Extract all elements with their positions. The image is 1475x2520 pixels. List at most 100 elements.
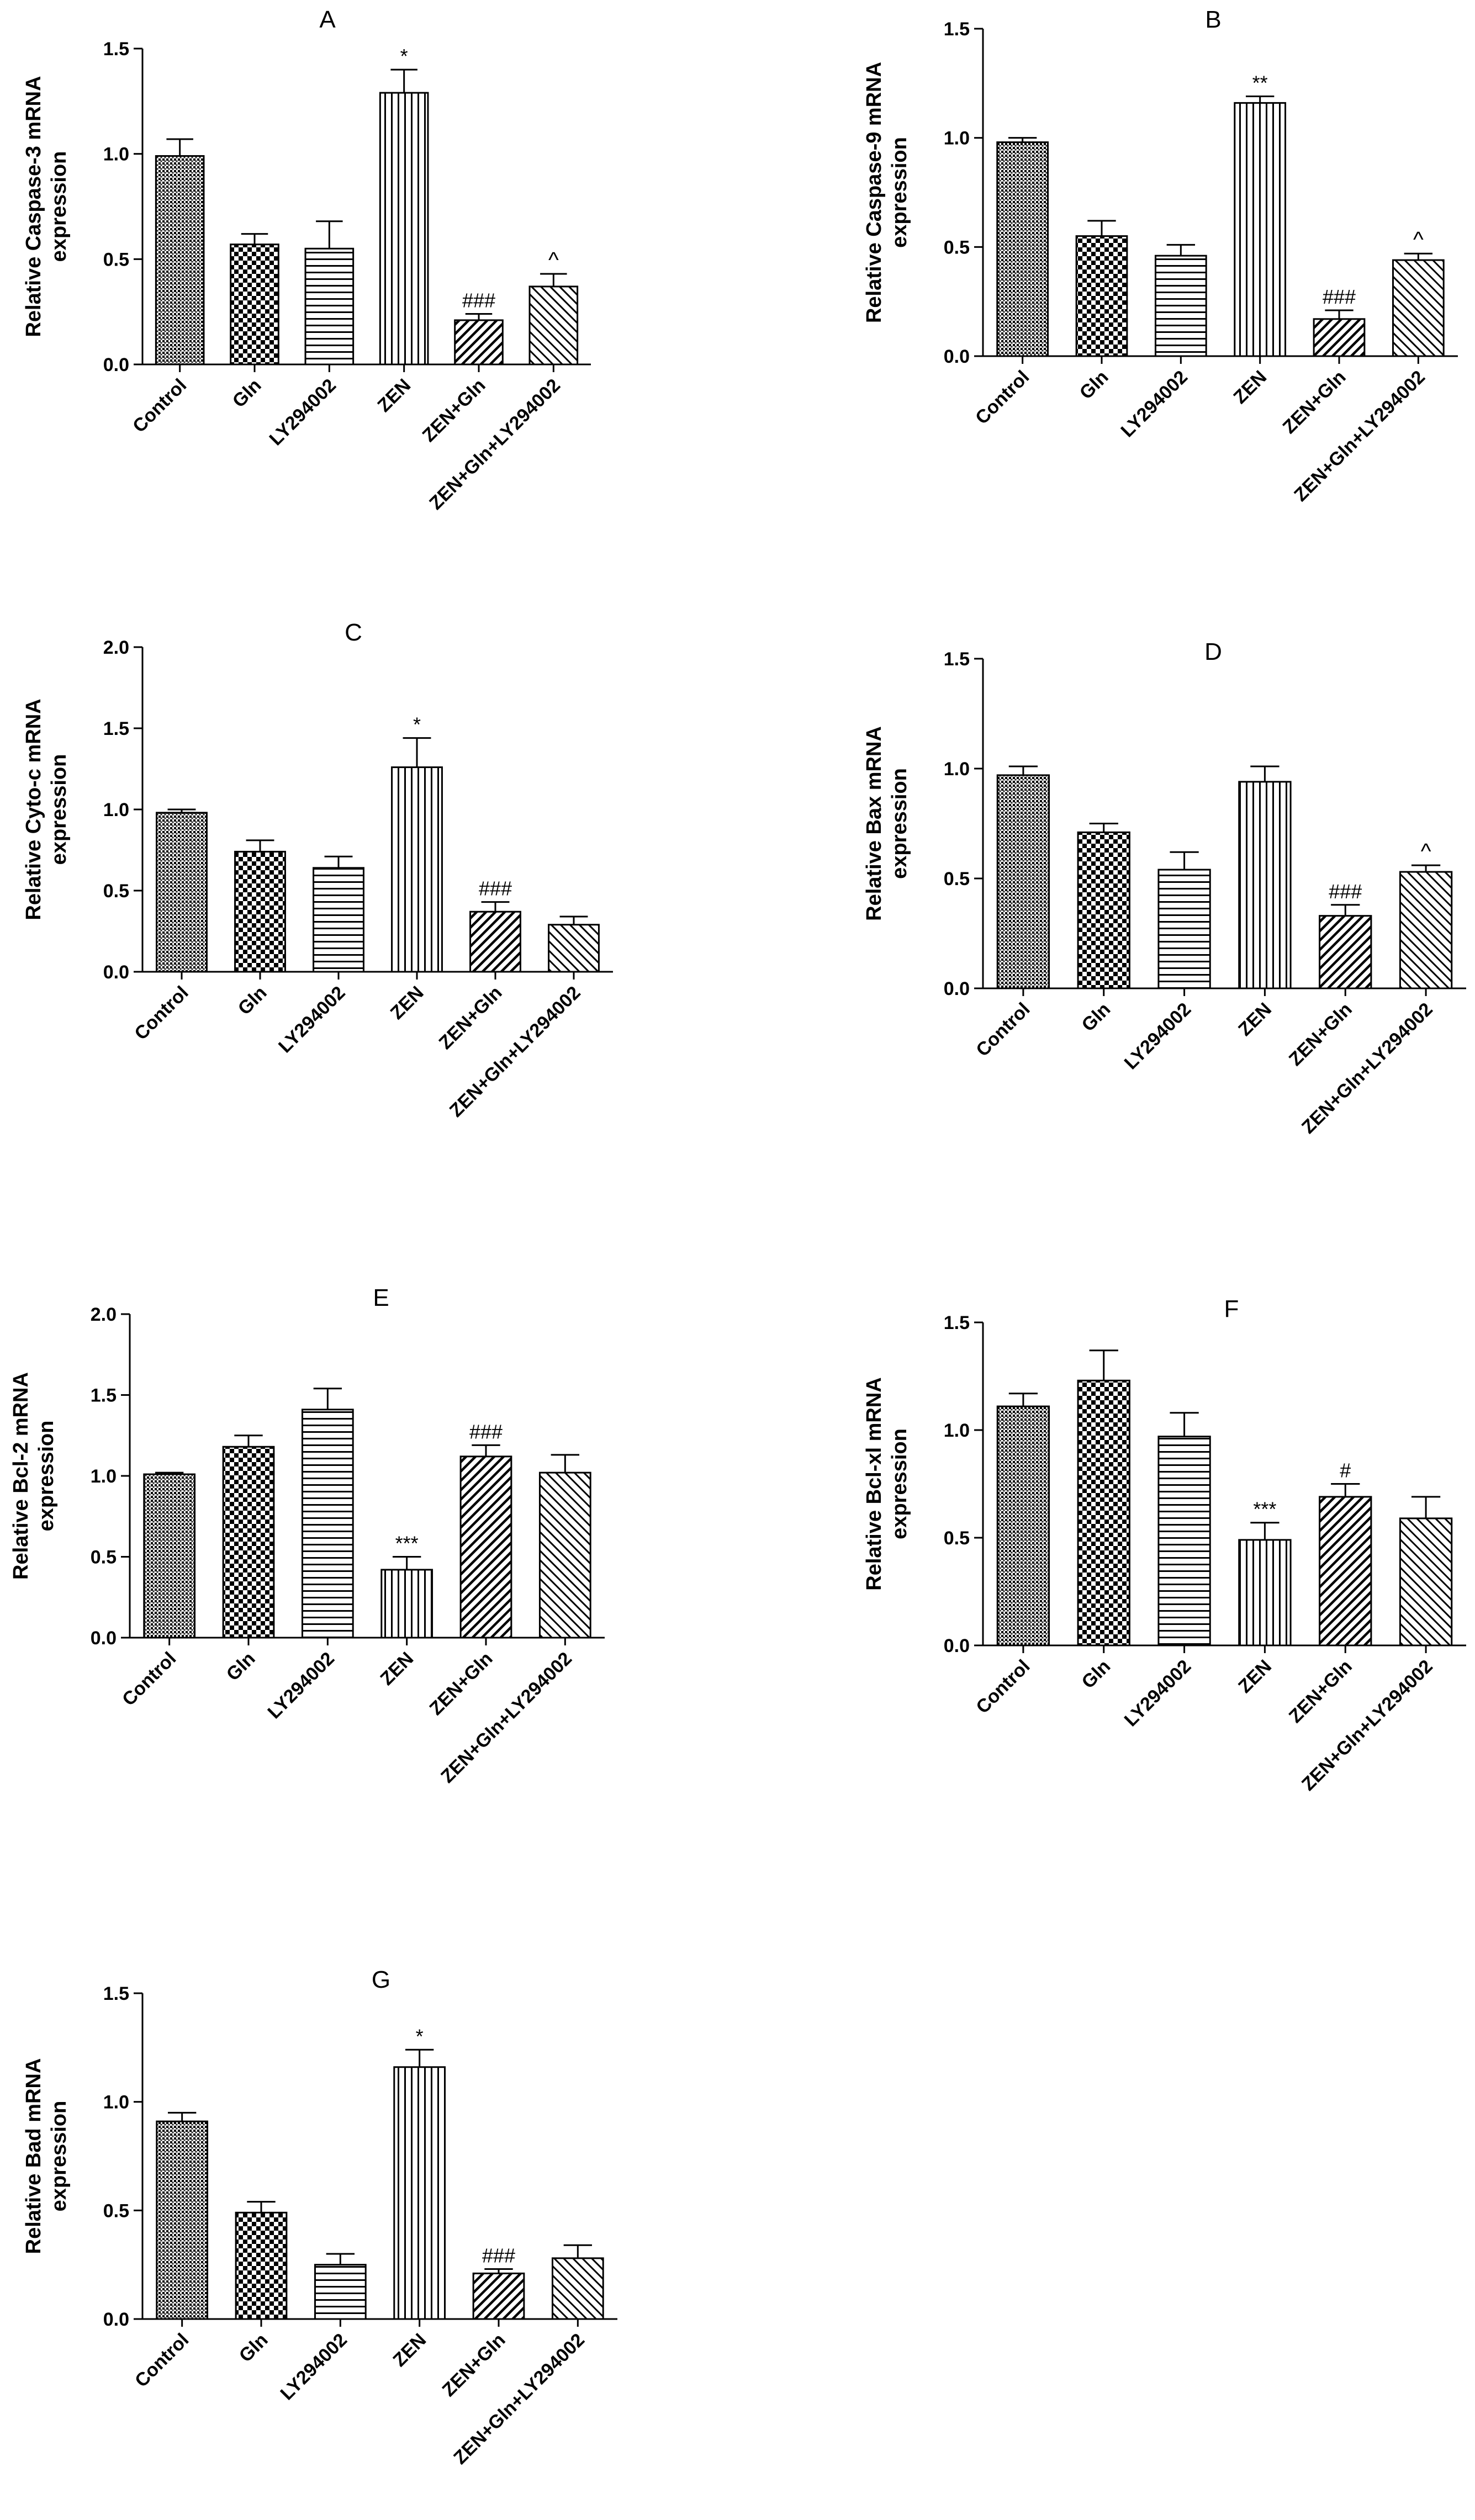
bar-zen (380, 1569, 433, 1639)
bar-control (996, 774, 1050, 989)
y-tick-label: 1.5 (944, 19, 970, 40)
significance-marker: *** (395, 1532, 419, 1555)
y-tick-label: 1.5 (103, 39, 129, 60)
significance-marker: *** (1253, 1498, 1276, 1521)
bar-zen (391, 766, 443, 973)
bar-gln (222, 1446, 275, 1639)
bar-ly294002 (1154, 255, 1207, 357)
bar-ly294002 (301, 1409, 354, 1639)
chart-panel-a: A 0.0 0.5 1.0 1.5 Relative Caspase-3 mRNA expr… (22, 6, 591, 514)
chart-title: A (319, 6, 336, 33)
y-tick-label: 1.5 (103, 718, 129, 739)
bar-zen-gln-ly294002 (1399, 871, 1453, 989)
x-tick-label: Gln (1077, 999, 1114, 1036)
y-axis-label: Relative Cyto-c mRNA expression (22, 698, 71, 920)
chart-title: B (1205, 6, 1221, 33)
x-tick-label: ZEN+Gln (426, 1648, 497, 1719)
y-tick-label: 1.0 (944, 1420, 970, 1441)
y-tick-label: 1.0 (944, 128, 970, 149)
x-tick-label: ZEN (389, 2330, 430, 2371)
bar-gln (234, 850, 286, 973)
x-tick-label: Gln (223, 1648, 260, 1685)
chart-title: G (372, 1966, 390, 1993)
x-tick-label: LY294002 (1120, 999, 1196, 1074)
bar-zen-gln (1319, 915, 1372, 989)
x-tick-label: ZEN (376, 1648, 417, 1690)
y-tick-label: 0.5 (944, 1528, 970, 1549)
x-tick-label: ZEN (1234, 999, 1276, 1040)
bar-control (996, 141, 1049, 357)
x-tick-label: ZEN+Gln+LY294002 (1290, 367, 1429, 506)
y-tick-label: 0.5 (103, 881, 129, 902)
x-tick-label: LY294002 (263, 1648, 339, 1723)
y-tick-label: 2.0 (91, 1304, 117, 1325)
y-tick-label: 0.0 (103, 962, 129, 983)
x-tick-label: Control (972, 1656, 1034, 1718)
bar-zen-gln (472, 2272, 525, 2320)
x-tick-label: ZEN+Gln+LY294002 (425, 375, 564, 514)
x-tick-label: Gln (1077, 1656, 1114, 1693)
x-tick-label: Gln (229, 375, 266, 412)
bar-zen (1238, 781, 1292, 989)
bar-control (156, 2120, 209, 2320)
bar-control (156, 812, 208, 973)
significance-marker: ### (462, 289, 495, 311)
bar-zen-gln (469, 910, 521, 973)
y-tick-label: 0.5 (91, 1547, 117, 1568)
y-tick-label: 1.0 (944, 759, 970, 780)
y-axis-label: Relative Caspase-3 mRNA expression (22, 76, 71, 337)
significance-marker: ### (1323, 285, 1356, 308)
significance-marker: ^ (1421, 839, 1431, 864)
x-tick-label: ZEN+Gln+LY294002 (1298, 1656, 1437, 1795)
significance-marker: * (416, 2025, 424, 2047)
bar-ly294002 (314, 2264, 367, 2320)
significance-marker: ** (1252, 72, 1268, 94)
y-axis-label: Relative Caspase-9 mRNA expression (863, 62, 911, 323)
x-tick-label: LY294002 (1117, 367, 1192, 442)
x-tick-label: ZEN+Gln+LY294002 (446, 982, 585, 1121)
x-tick-label: ZEN (373, 375, 415, 416)
x-tick-label: ZEN+Gln (1285, 999, 1356, 1070)
chart-panel-d: D 0.0 0.5 1.0 1.5 Relative Bax mRNA expression… (863, 638, 1466, 1138)
x-tick-label: ZEN (1229, 367, 1271, 408)
y-axis-label: Relative Bax mRNA expression (863, 726, 911, 921)
chart-panel-c: C 0.0 0.5 1.0 1.5 2.0 Relative Cyto-c mRNA expr… (22, 619, 613, 1121)
x-tick-label: ZEN+Gln+LY294002 (1298, 999, 1437, 1138)
y-tick-label: 1.5 (944, 649, 970, 670)
y-tick-label: 0.0 (103, 354, 129, 375)
x-tick-label: ZEN (387, 982, 428, 1024)
significance-marker: # (1340, 1459, 1351, 1482)
significance-marker: * (400, 45, 408, 67)
y-tick-label: 1.0 (91, 1466, 117, 1487)
x-tick-label: Gln (1076, 367, 1113, 404)
y-tick-label: 0.5 (944, 237, 970, 258)
significance-marker: ### (469, 1420, 503, 1443)
bar-control (155, 155, 205, 366)
bar-zen-gln-ly294002 (548, 924, 600, 973)
chart-panel-b: B 0.0 0.5 1.0 1.5 Relative Caspase-9 mRNA expr… (863, 6, 1458, 506)
y-tick-label: 1.0 (103, 800, 129, 820)
significance-marker: ^ (1413, 227, 1424, 252)
y-tick-label: 0.5 (103, 2200, 129, 2221)
x-tick-label: ZEN+Gln (438, 2330, 510, 2401)
bar-ly294002 (1157, 869, 1211, 989)
bar-zen-gln-ly294002 (538, 1471, 591, 1639)
bar-gln (1077, 1379, 1130, 1647)
x-tick-label: Control (131, 2330, 193, 2391)
x-tick-label: Control (129, 375, 191, 437)
chart-panel-g: G 0.0 0.5 1.0 1.5 Relative Bad mRNA expression… (22, 1966, 617, 2469)
x-tick-label: Control (130, 982, 192, 1044)
y-tick-label: 0.5 (103, 249, 129, 270)
significance-marker: ### (482, 2244, 515, 2267)
significance-marker: ### (1329, 880, 1362, 903)
y-tick-label: 1.0 (103, 144, 129, 165)
y-tick-label: 0.0 (103, 2309, 129, 2330)
y-tick-label: 0.0 (944, 1635, 970, 1656)
chart-title: E (373, 1284, 389, 1311)
x-tick-label: LY294002 (1120, 1656, 1196, 1731)
bar-gln (230, 243, 279, 366)
chart-title: D (1204, 638, 1222, 665)
bar-zen-gln-ly294002 (528, 285, 579, 366)
bar-zen-gln (459, 1455, 512, 1639)
